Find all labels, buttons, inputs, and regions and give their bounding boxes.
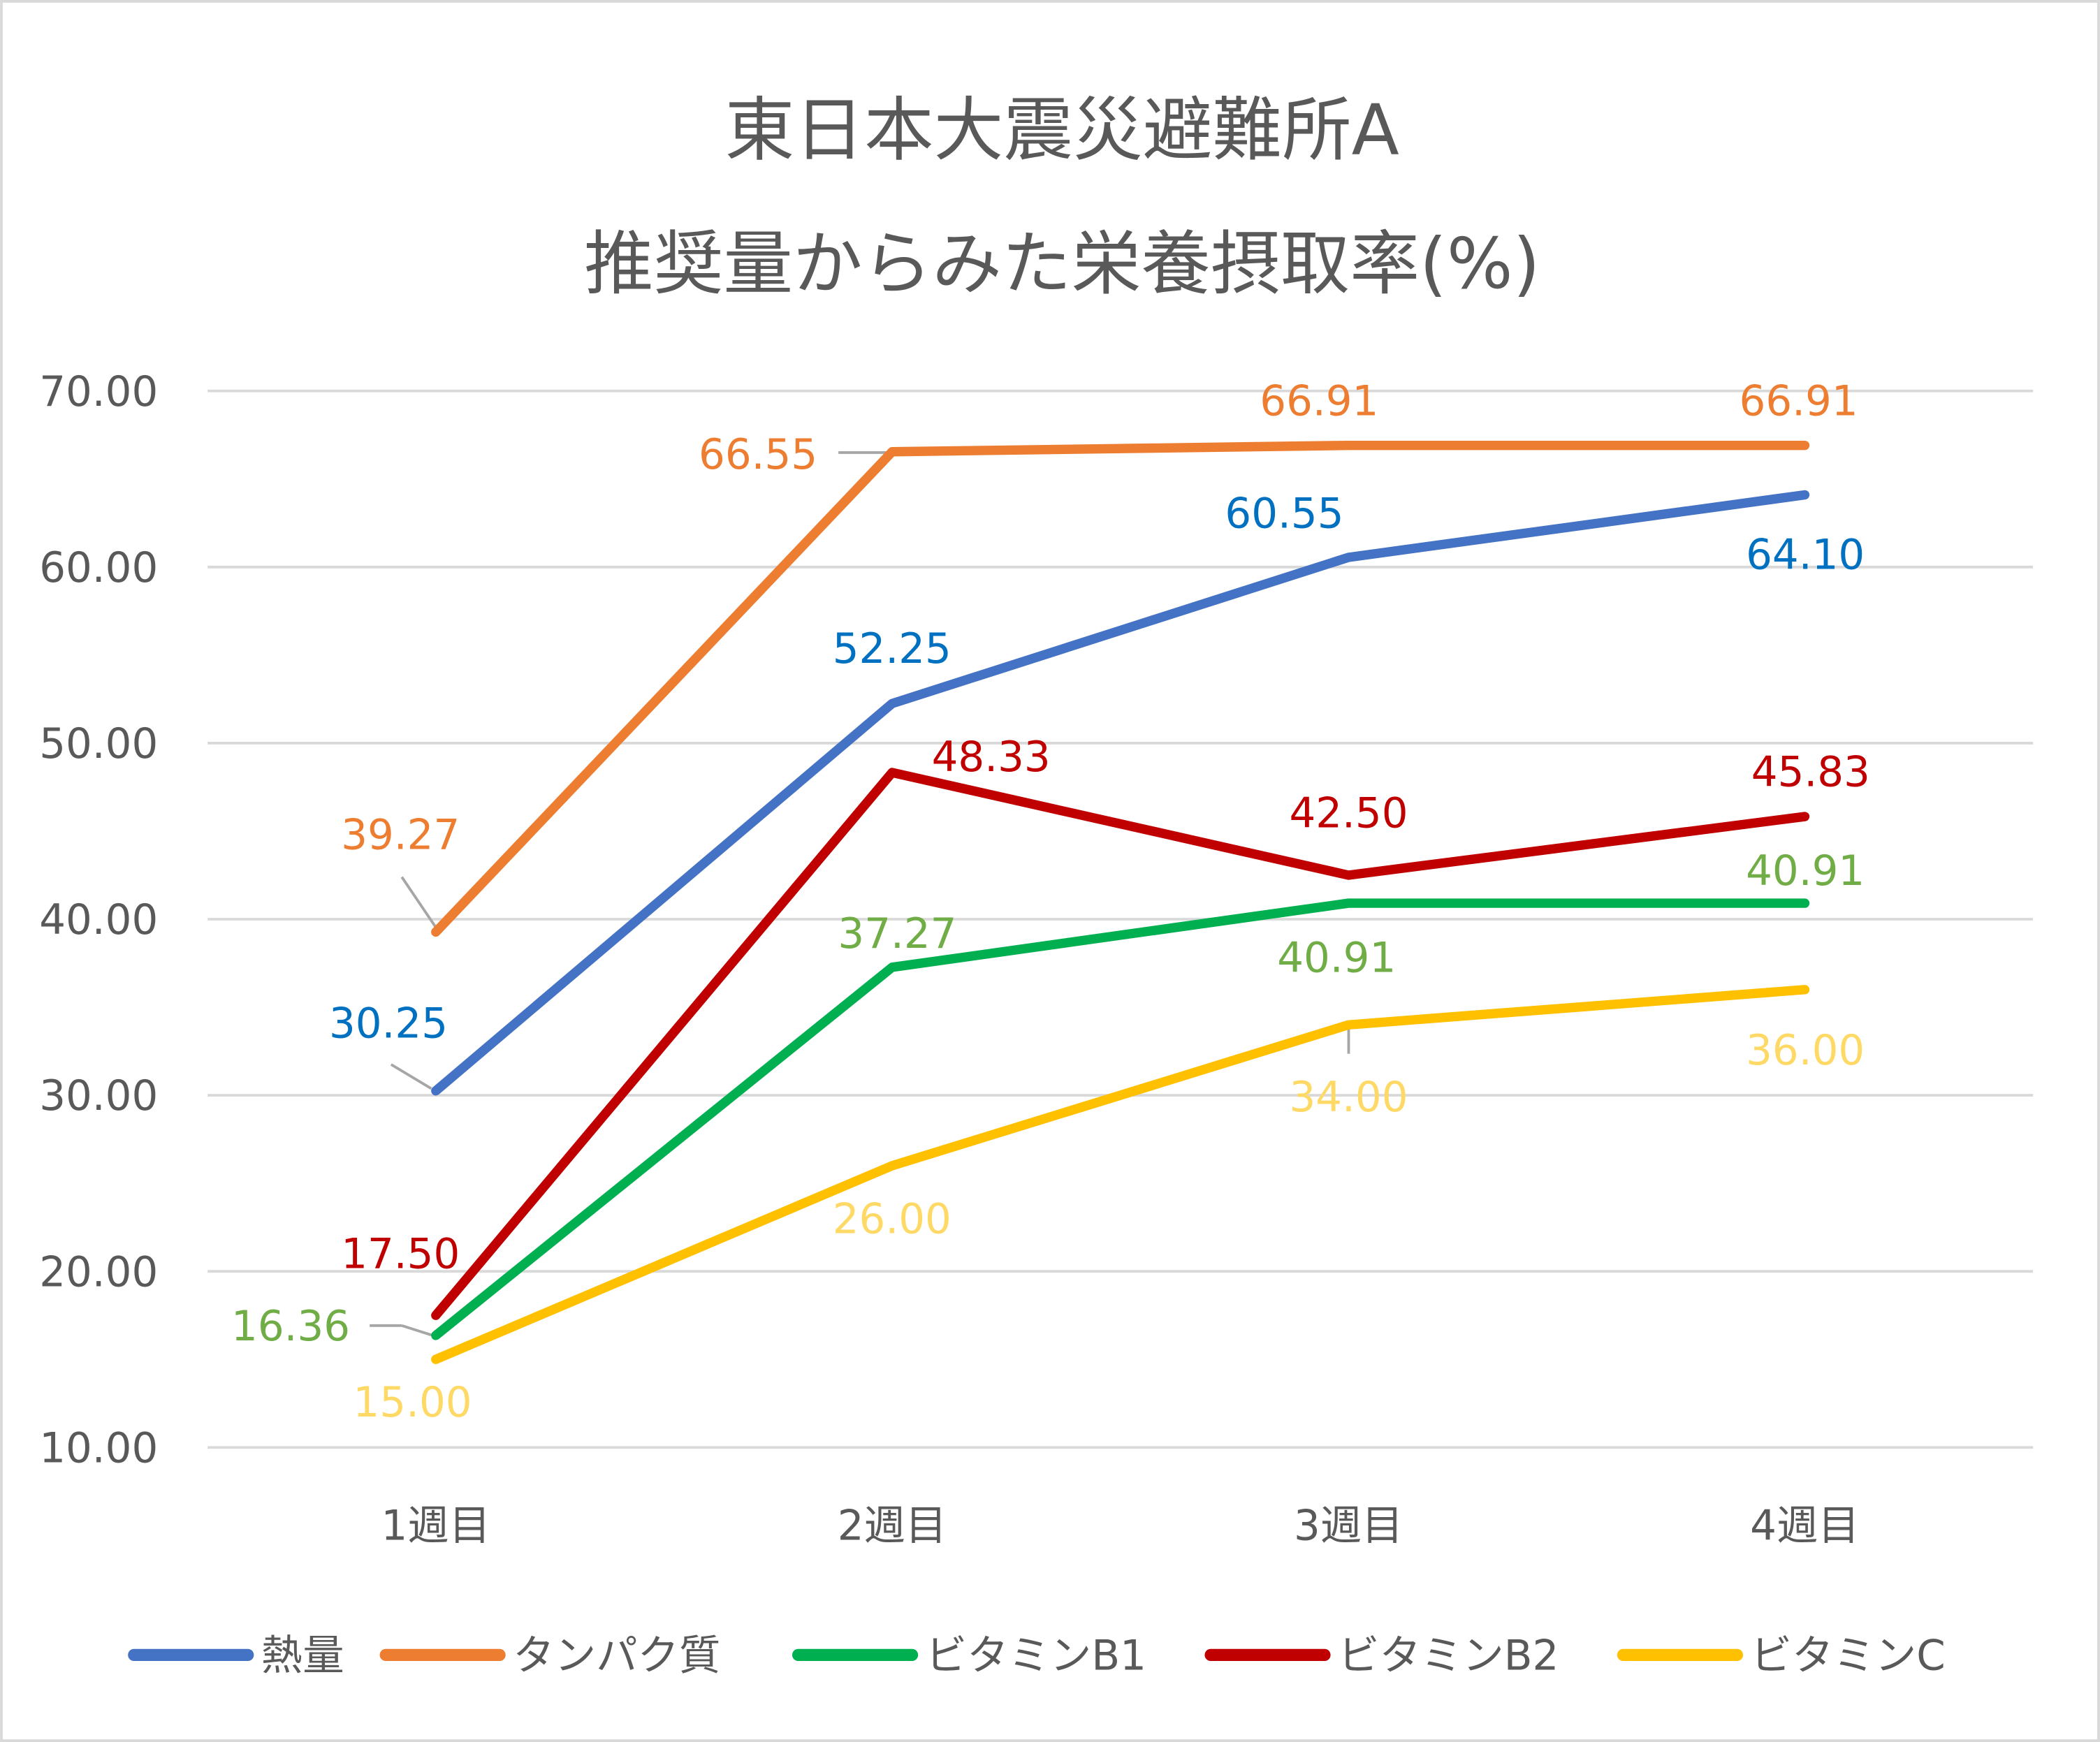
x-tick-label: 4週目 [1750, 1502, 1860, 1551]
data-label: 45.83 [1751, 748, 1870, 796]
data-label: 60.55 [1225, 490, 1343, 538]
legend-item[interactable]: ビタミンB1 [792, 1632, 1146, 1680]
y-tick-label: 30.00 [39, 1072, 158, 1120]
data-label: 40.91 [1746, 847, 1865, 895]
data-label: 36.00 [1746, 1027, 1865, 1075]
y-tick-label: 40.00 [39, 896, 158, 944]
data-label: 17.50 [341, 1230, 460, 1278]
series-line-2 [431, 440, 1810, 937]
y-tick-label: 70.00 [39, 368, 158, 416]
data-label: 40.91 [1277, 935, 1396, 983]
data-label: 52.25 [833, 625, 951, 673]
leader-line [390, 1063, 432, 1090]
series-line-4 [431, 768, 1810, 1320]
x-tick-label: 1週目 [381, 1502, 491, 1551]
legend-label: ビタミンB2 [1338, 1632, 1559, 1680]
legend-item[interactable]: ビタミンC [1617, 1632, 1946, 1680]
chart-title-line-2: 推奨量からみた栄養摂取率(%) [584, 223, 1540, 305]
legend-item[interactable]: タンパク質 [379, 1632, 720, 1680]
data-label: 26.00 [833, 1196, 951, 1244]
x-tick-label: 3週目 [1294, 1502, 1403, 1551]
series-line-5 [431, 985, 1810, 1364]
data-label: 34.00 [1289, 1074, 1408, 1122]
series-line-1 [431, 490, 1810, 1096]
y-tick-label: 20.00 [39, 1248, 158, 1296]
data-label: 48.33 [932, 733, 1051, 782]
chart-title-line-1: 東日本大震災避難所A [725, 89, 1399, 170]
legend-label: タンパク質 [513, 1632, 720, 1680]
data-label: 66.91 [1740, 377, 1858, 425]
series-line-3 [431, 898, 1810, 1340]
data-label: 64.10 [1746, 532, 1865, 580]
x-tick-label: 2週目 [838, 1502, 947, 1551]
data-label: 42.50 [1289, 790, 1408, 838]
legend-item[interactable]: ビタミンB2 [1204, 1632, 1559, 1680]
data-label: 66.91 [1260, 377, 1378, 425]
legend-item[interactable]: 熱量 [128, 1632, 344, 1680]
data-label: 39.27 [341, 811, 460, 859]
legend-label: 熱量 [261, 1632, 344, 1680]
leader-line [401, 1324, 432, 1337]
data-label: 15.00 [353, 1379, 472, 1427]
data-label: 16.36 [231, 1303, 350, 1351]
leader-line [400, 876, 437, 928]
data-label: 37.27 [838, 910, 956, 958]
y-tick-label: 60.00 [39, 544, 158, 592]
legend-label: ビタミンC [1751, 1632, 1946, 1680]
y-tick-label: 10.00 [39, 1424, 158, 1472]
legend-label: ビタミンB1 [926, 1632, 1146, 1680]
data-label: 66.55 [699, 431, 817, 479]
data-label: 30.25 [329, 1000, 448, 1048]
y-tick-label: 50.00 [39, 720, 158, 768]
